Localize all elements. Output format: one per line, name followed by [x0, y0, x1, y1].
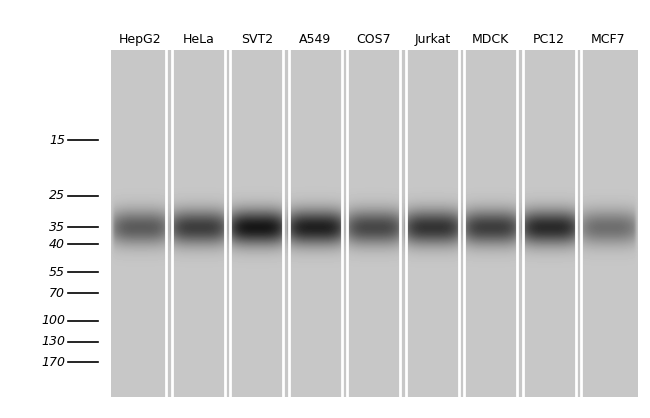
Text: 15: 15 [49, 134, 65, 147]
Text: 25: 25 [49, 189, 65, 202]
Text: 130: 130 [41, 335, 65, 348]
Text: Jurkat: Jurkat [414, 33, 450, 46]
Text: MCF7: MCF7 [590, 33, 625, 46]
Bar [347, 50, 400, 397]
Bar [289, 50, 342, 397]
Text: SVT2: SVT2 [240, 33, 273, 46]
Text: MDCK: MDCK [472, 33, 510, 46]
Text: HeLa: HeLa [182, 33, 215, 46]
Text: A549: A549 [299, 33, 332, 46]
Text: 40: 40 [49, 238, 65, 251]
Bar [113, 50, 166, 397]
Bar [523, 50, 576, 397]
Text: 70: 70 [49, 286, 65, 300]
Text: PC12: PC12 [533, 33, 566, 46]
Text: 35: 35 [49, 221, 65, 234]
Text: HepG2: HepG2 [118, 33, 161, 46]
Bar [406, 50, 459, 397]
Text: 100: 100 [41, 314, 65, 327]
Bar [172, 50, 225, 397]
Text: COS7: COS7 [356, 33, 391, 46]
Bar [581, 50, 634, 397]
Text: 170: 170 [41, 356, 65, 369]
Text: 55: 55 [49, 266, 65, 279]
Bar [230, 50, 283, 397]
Bar [464, 50, 517, 397]
